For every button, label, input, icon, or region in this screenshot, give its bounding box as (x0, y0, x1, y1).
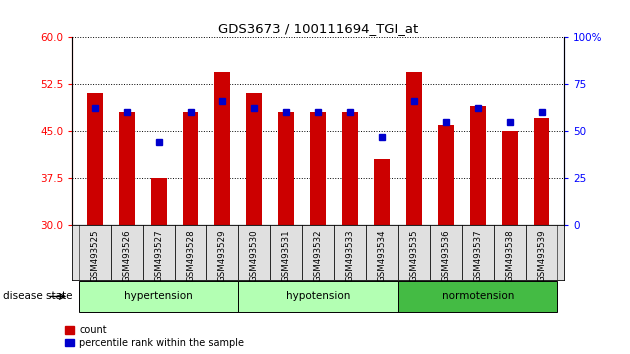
Text: hypotension: hypotension (286, 291, 350, 302)
Text: GSM493539: GSM493539 (537, 229, 546, 282)
Text: hypertension: hypertension (124, 291, 193, 302)
Bar (501, 131, 518, 225)
Title: GDS3673 / 100111694_TGI_at: GDS3673 / 100111694_TGI_at (218, 22, 418, 35)
FancyBboxPatch shape (398, 281, 558, 312)
Bar (438, 125, 454, 225)
Bar (118, 112, 135, 225)
Text: GSM493530: GSM493530 (250, 229, 259, 282)
Text: GSM493529: GSM493529 (218, 229, 227, 282)
FancyBboxPatch shape (79, 281, 238, 312)
Bar (342, 112, 358, 225)
Text: normotension: normotension (442, 291, 514, 302)
Text: GSM493537: GSM493537 (473, 229, 482, 282)
Bar (470, 106, 486, 225)
Text: GSM493538: GSM493538 (505, 229, 514, 282)
Bar (87, 93, 103, 225)
Text: GSM493528: GSM493528 (186, 229, 195, 282)
Text: GSM493536: GSM493536 (441, 229, 450, 282)
Bar (406, 72, 422, 225)
Text: GSM493534: GSM493534 (377, 229, 386, 282)
Bar (374, 159, 390, 225)
Text: GSM493532: GSM493532 (314, 229, 323, 282)
Bar (534, 119, 549, 225)
Text: disease state: disease state (3, 291, 72, 302)
Text: GSM493527: GSM493527 (154, 229, 163, 282)
Legend: count, percentile rank within the sample: count, percentile rank within the sample (65, 325, 244, 348)
Bar (183, 112, 198, 225)
Text: GSM493526: GSM493526 (122, 229, 131, 282)
Bar (310, 112, 326, 225)
Bar (151, 178, 166, 225)
Bar (214, 72, 231, 225)
Text: GSM493533: GSM493533 (346, 229, 355, 282)
Text: GSM493531: GSM493531 (282, 229, 290, 282)
Bar (278, 112, 294, 225)
FancyBboxPatch shape (238, 281, 398, 312)
Text: GSM493535: GSM493535 (410, 229, 418, 282)
Bar (246, 93, 262, 225)
Text: GSM493525: GSM493525 (90, 229, 100, 282)
